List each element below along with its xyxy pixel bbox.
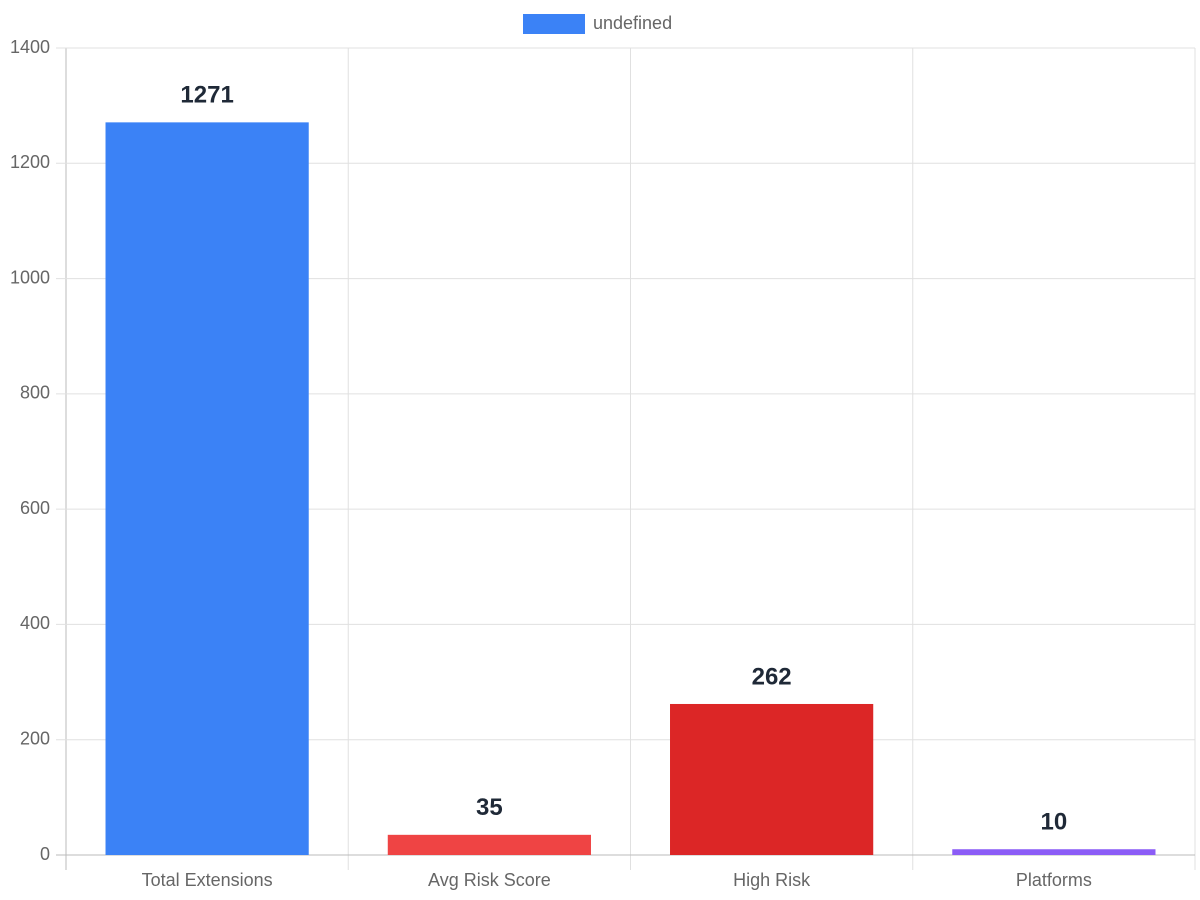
x-tick-label: Platforms: [1016, 870, 1092, 890]
x-tick-label: Avg Risk Score: [428, 870, 551, 890]
legend-label: undefined: [593, 13, 672, 33]
y-tick-label: 200: [20, 728, 50, 748]
bar: [105, 122, 309, 856]
y-tick-label: 1400: [10, 37, 50, 57]
value-label: 262: [752, 663, 792, 690]
y-tick-label: 600: [20, 498, 50, 518]
bar: [952, 849, 1156, 855]
y-tick-label: 1000: [10, 267, 50, 287]
y-tick-label: 0: [40, 844, 50, 864]
y-tick-label: 1200: [10, 152, 50, 172]
y-tick-label: 400: [20, 613, 50, 633]
legend-swatch: [523, 14, 585, 34]
bar: [387, 834, 591, 855]
y-tick-label: 800: [20, 383, 50, 403]
value-label: 1271: [180, 82, 233, 109]
x-tick-label: High Risk: [733, 870, 811, 890]
x-tick-label: Total Extensions: [142, 870, 273, 890]
value-label: 10: [1041, 809, 1068, 836]
value-label: 35: [476, 794, 503, 821]
bar: [670, 703, 874, 855]
